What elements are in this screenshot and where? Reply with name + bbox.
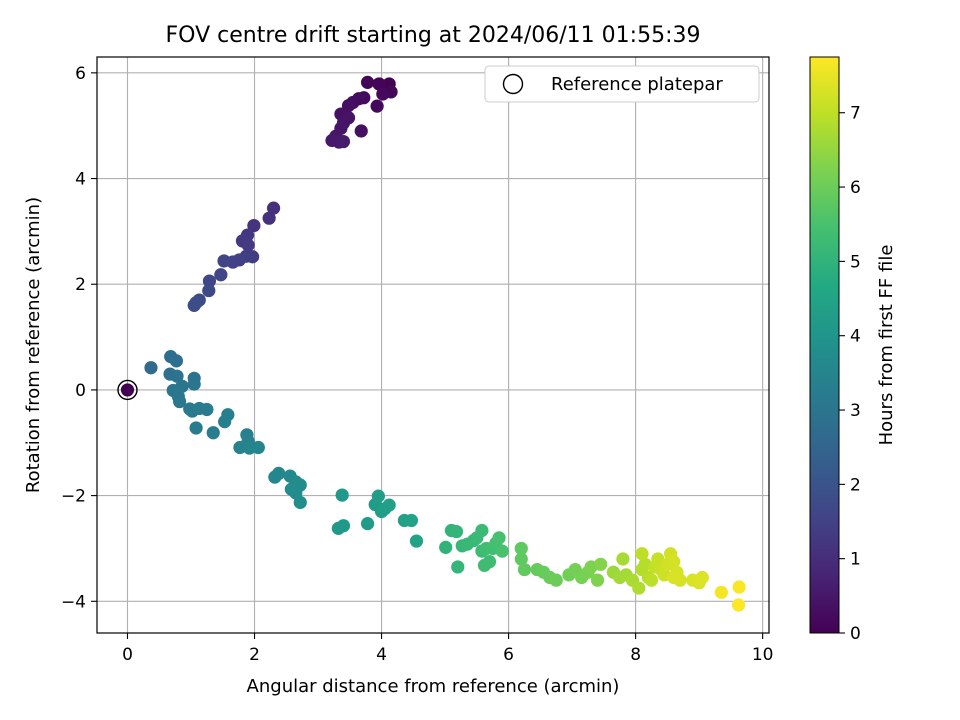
- data-point: [549, 573, 563, 587]
- y-axis: −4 −2 0 2 4 6: [61, 64, 97, 612]
- colorbar-tick-label: 0: [850, 624, 861, 644]
- reference-marker-group: [117, 379, 138, 401]
- data-point: [370, 99, 384, 113]
- data-point: [372, 77, 386, 91]
- y-tick-label: 4: [75, 170, 86, 190]
- data-point: [189, 421, 203, 435]
- y-tick-label: −4: [61, 592, 86, 612]
- x-tick-label: 4: [376, 645, 387, 665]
- data-point: [492, 531, 506, 545]
- colorbar-tick-label: 2: [850, 475, 861, 495]
- data-point: [266, 201, 281, 215]
- data-point: [187, 298, 201, 312]
- data-point: [449, 524, 464, 539]
- data-point: [482, 555, 497, 569]
- data-point: [206, 426, 220, 440]
- data-point: [354, 124, 368, 138]
- data-point: [451, 560, 465, 574]
- data-point: [221, 408, 235, 422]
- chart-title: FOV centre drift starting at 2024/06/11 …: [166, 23, 701, 48]
- data-point: [594, 557, 608, 571]
- data-point: [731, 598, 746, 612]
- data-points: [144, 75, 746, 612]
- y-axis-label: Rotation from reference (arcmin): [23, 197, 44, 493]
- data-point: [382, 498, 396, 512]
- grid-lines: [97, 57, 769, 633]
- colorbar-label: Hours from first FF file: [876, 245, 897, 446]
- colorbar-tick-label: 1: [850, 550, 861, 570]
- data-point: [169, 354, 183, 368]
- data-point: [331, 521, 345, 535]
- data-point: [144, 361, 158, 375]
- data-point: [409, 534, 424, 548]
- data-point: [335, 488, 349, 502]
- data-point: [714, 585, 728, 599]
- reference-marker: [117, 379, 138, 401]
- data-point: [170, 369, 184, 383]
- x-tick-label: 2: [249, 645, 260, 665]
- data-point: [495, 544, 509, 558]
- colorbar-tick-label: 4: [850, 327, 861, 347]
- x-tick-label: 10: [752, 645, 774, 665]
- data-point: [635, 547, 649, 561]
- data-point: [293, 495, 307, 510]
- data-point: [376, 87, 390, 101]
- legend-box: [484, 65, 760, 103]
- data-point: [360, 517, 375, 531]
- data-point: [200, 402, 214, 417]
- data-point: [262, 211, 276, 225]
- y-tick-label: 0: [75, 381, 86, 401]
- data-point: [272, 466, 286, 481]
- reference-data-point: [120, 383, 135, 397]
- plot-frame: [96, 56, 770, 634]
- data-point: [217, 254, 231, 268]
- data-point: [667, 570, 681, 585]
- data-point: [667, 555, 681, 569]
- data-point: [514, 552, 528, 566]
- y-tick-label: 6: [75, 64, 86, 84]
- legend-label: Reference platepar: [551, 74, 723, 95]
- data-point: [202, 274, 217, 288]
- x-tick-label: 6: [503, 645, 514, 665]
- data-point: [241, 238, 255, 252]
- data-point: [251, 440, 265, 455]
- colorbar-tick-label: 7: [850, 104, 861, 124]
- legend: Reference platepar: [484, 65, 760, 103]
- data-point: [371, 489, 385, 503]
- colorbar-ticks: 0 1 2 3 4 5 6 7: [839, 104, 861, 644]
- data-point: [214, 268, 228, 282]
- data-point: [632, 581, 646, 595]
- data-point: [695, 570, 709, 585]
- data-point: [341, 99, 356, 113]
- colorbar-tick-label: 6: [850, 178, 861, 198]
- data-point: [233, 440, 247, 455]
- colorbar: 0 1 2 3 4 5 6 7 Hours from first FF file: [809, 56, 897, 644]
- data-point: [187, 377, 201, 391]
- y-tick-label: 2: [75, 275, 86, 295]
- data-point: [439, 540, 453, 554]
- data-point: [732, 580, 746, 594]
- x-axis-label: Angular distance from reference (arcmin): [247, 676, 620, 697]
- data-point: [644, 573, 659, 587]
- data-point: [336, 134, 351, 149]
- y-tick-label: −2: [61, 487, 86, 507]
- data-point: [517, 562, 532, 577]
- data-point: [202, 283, 216, 298]
- data-point: [404, 513, 419, 528]
- data-point: [247, 218, 261, 233]
- colorbar-tick-label: 5: [850, 252, 861, 272]
- x-tick-label: 8: [630, 645, 641, 665]
- data-point: [514, 541, 528, 556]
- colorbar-tick-label: 3: [850, 401, 861, 421]
- legend-marker: [502, 73, 524, 95]
- colorbar-gradient: [809, 56, 840, 634]
- x-axis: 0 2 4 6 8 10: [122, 633, 773, 665]
- data-point: [590, 573, 605, 587]
- x-tick-label: 0: [122, 645, 133, 665]
- data-point: [475, 523, 489, 538]
- data-point: [360, 75, 375, 89]
- data-point: [616, 552, 630, 566]
- data-point: [172, 394, 187, 409]
